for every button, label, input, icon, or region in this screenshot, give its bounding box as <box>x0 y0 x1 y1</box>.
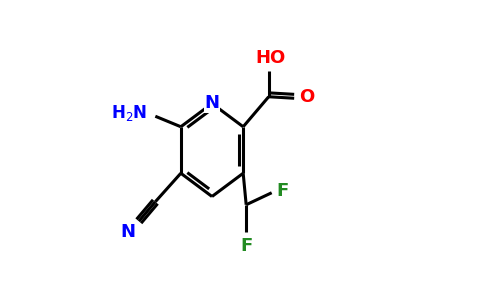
Text: HO: HO <box>255 49 285 67</box>
Text: O: O <box>299 88 314 106</box>
Text: H$_2$N: H$_2$N <box>111 103 148 123</box>
Text: N: N <box>121 223 136 241</box>
Text: F: F <box>276 182 288 200</box>
Text: F: F <box>240 237 252 255</box>
Text: N: N <box>205 94 220 112</box>
